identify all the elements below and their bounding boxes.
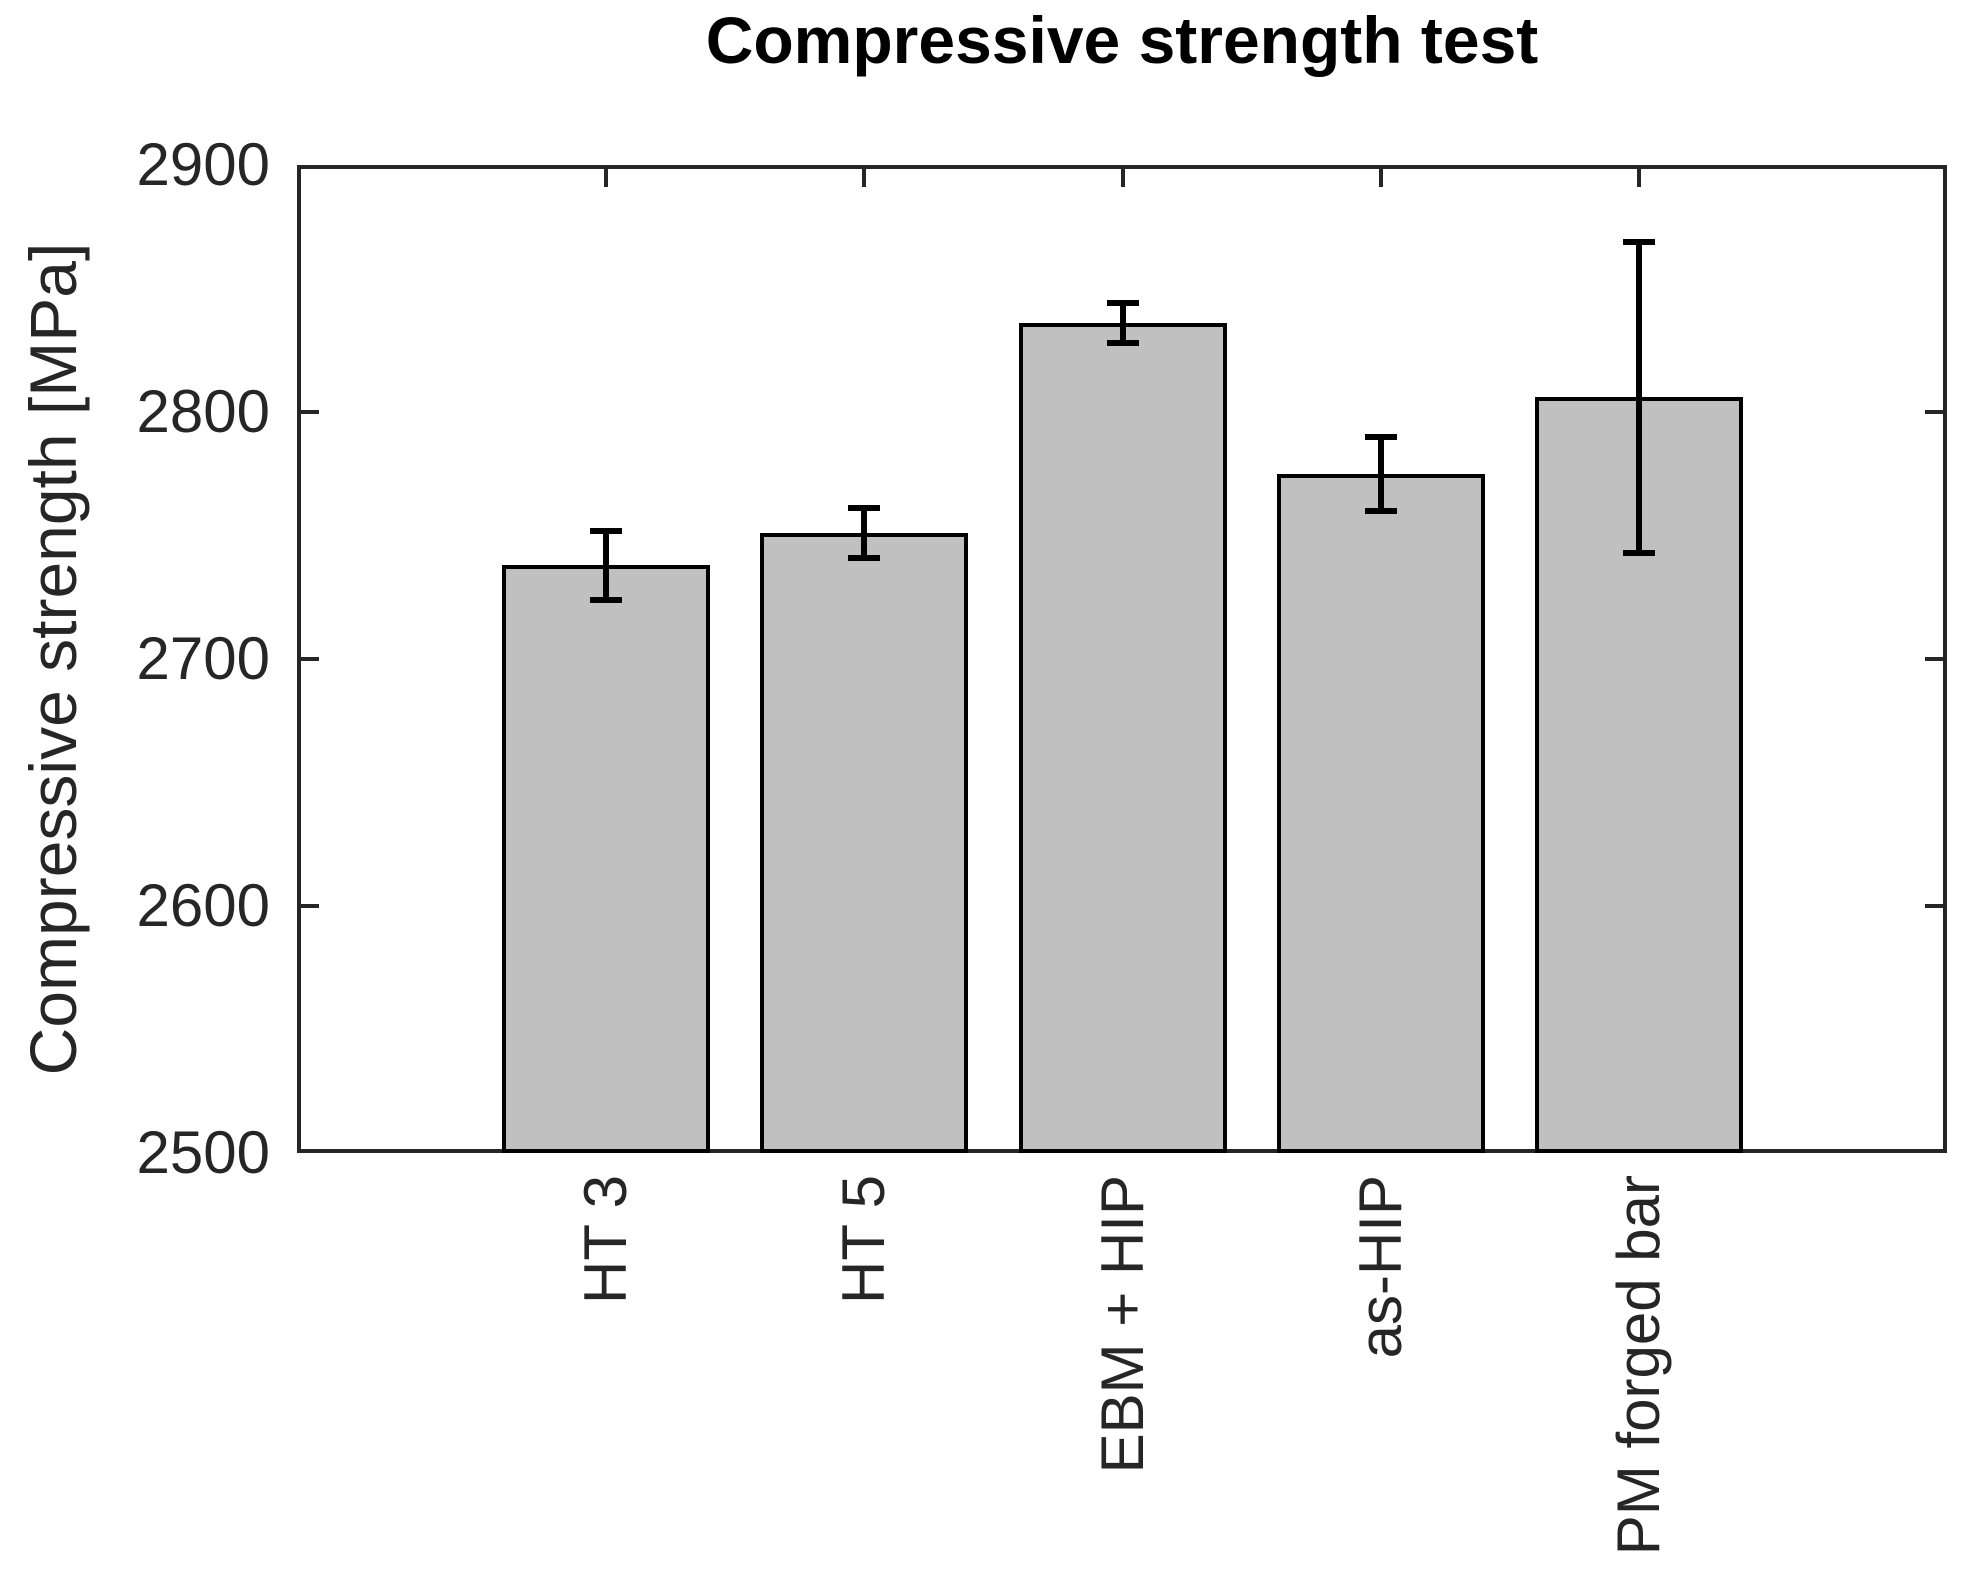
y-tick-mark [301,410,319,414]
bar [502,565,710,1153]
error-bar-top-cap [1106,300,1139,307]
y-tick-mark [301,657,319,661]
x-tick-label: PM forged bar [1605,1175,1672,1556]
x-tick-mark-top [1378,169,1383,187]
error-bar-line [1119,303,1126,343]
error-bar-line [861,508,868,558]
error-bar-bottom-cap [590,596,622,603]
error-bar-bottom-cap [1364,507,1397,514]
error-bar-bottom-cap [1106,339,1139,346]
chart-title: Compressive strength test [705,3,1539,77]
error-bar-line [1377,436,1384,511]
x-tick-label: HT 3 [572,1175,639,1304]
y-tick-label: 2600 [136,872,270,939]
bar [1276,473,1485,1153]
error-bar-top-cap [848,505,881,512]
y-tick-mark-right [1925,657,1943,661]
error-bar-top-cap [1364,433,1397,440]
bar [760,533,969,1153]
error-bar-bottom-cap [848,554,881,561]
y-tick-label: 2500 [136,1119,270,1186]
error-bar-line [603,530,609,600]
x-tick-label: HT 5 [830,1175,898,1304]
x-tick-mark-top [1120,169,1125,187]
x-tick-mark-top [862,169,867,187]
y-tick-mark [301,904,319,908]
error-bar-top-cap [1623,238,1655,245]
error-bar-bottom-cap [1623,549,1655,556]
y-tick-label: 2700 [136,625,270,692]
plot-area [297,165,1947,1153]
x-tick-mark-top [1637,169,1641,187]
x-tick-mark-top [604,169,608,187]
y-tick-label: 2800 [136,378,270,445]
bar [1018,323,1227,1153]
error-bar-top-cap [590,527,622,534]
error-bar-line [1636,241,1642,553]
y-tick-mark-right [1925,410,1943,414]
y-tick-label: 2900 [136,131,270,198]
x-tick-label: EBM + HIP [1088,1175,1156,1474]
y-tick-mark-right [1925,904,1943,908]
x-tick-label: as-HIP [1346,1175,1414,1359]
